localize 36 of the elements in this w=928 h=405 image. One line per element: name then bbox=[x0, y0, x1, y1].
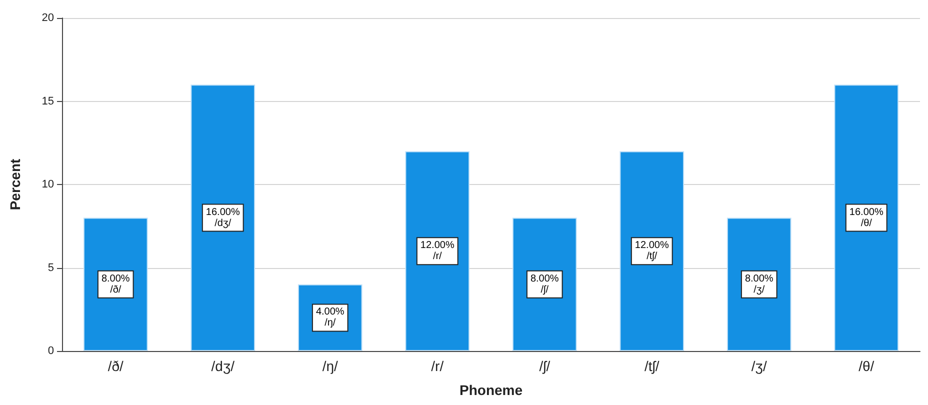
category-label: /tʃ/ bbox=[646, 251, 658, 262]
x-tick-label: /r/ bbox=[431, 358, 444, 374]
x-tick-label: /dʒ/ bbox=[211, 358, 235, 374]
data-label: 12.00% bbox=[634, 240, 669, 252]
x-tick-label: /θ/ bbox=[858, 358, 874, 374]
x-tick-label: /ð/ bbox=[108, 358, 124, 374]
bar bbox=[620, 151, 684, 351]
y-tick-label: 5 bbox=[48, 262, 54, 274]
y-tick-label: 15 bbox=[42, 95, 54, 108]
x-tick-label: /tʃ/ bbox=[644, 358, 660, 374]
y-tick-label: 10 bbox=[42, 178, 54, 190]
category-label: /θ/ bbox=[860, 218, 872, 229]
data-label: 4.00% bbox=[316, 306, 344, 318]
category-label: /ð/ bbox=[110, 284, 122, 296]
data-label: 8.00% bbox=[530, 273, 559, 284]
category-label: /ʒ/ bbox=[754, 284, 765, 296]
x-tick-label: /ŋ/ bbox=[322, 358, 338, 374]
y-axis-title: Percent bbox=[7, 158, 23, 210]
category-label: /ŋ/ bbox=[324, 318, 336, 329]
data-label: 8.00% bbox=[101, 273, 130, 284]
category-label: /r/ bbox=[432, 251, 442, 262]
category-label: /dʒ/ bbox=[214, 218, 232, 229]
bar bbox=[190, 84, 256, 351]
bar bbox=[405, 151, 470, 351]
data-label: 16.00% bbox=[206, 206, 240, 218]
data-label: 12.00% bbox=[420, 240, 454, 252]
y-tick-label: 0 bbox=[48, 345, 54, 357]
data-label: 8.00% bbox=[744, 273, 774, 284]
data-label: 16.00% bbox=[849, 206, 884, 218]
y-tick-label: 20 bbox=[42, 12, 54, 24]
x-axis-title: Phoneme bbox=[459, 382, 523, 398]
bar bbox=[834, 84, 899, 351]
bar bbox=[83, 218, 148, 351]
x-tick-label: /ʒ/ bbox=[751, 358, 767, 374]
category-label: /ʃ/ bbox=[540, 284, 549, 296]
x-tick-label: /ʃ/ bbox=[539, 358, 550, 374]
